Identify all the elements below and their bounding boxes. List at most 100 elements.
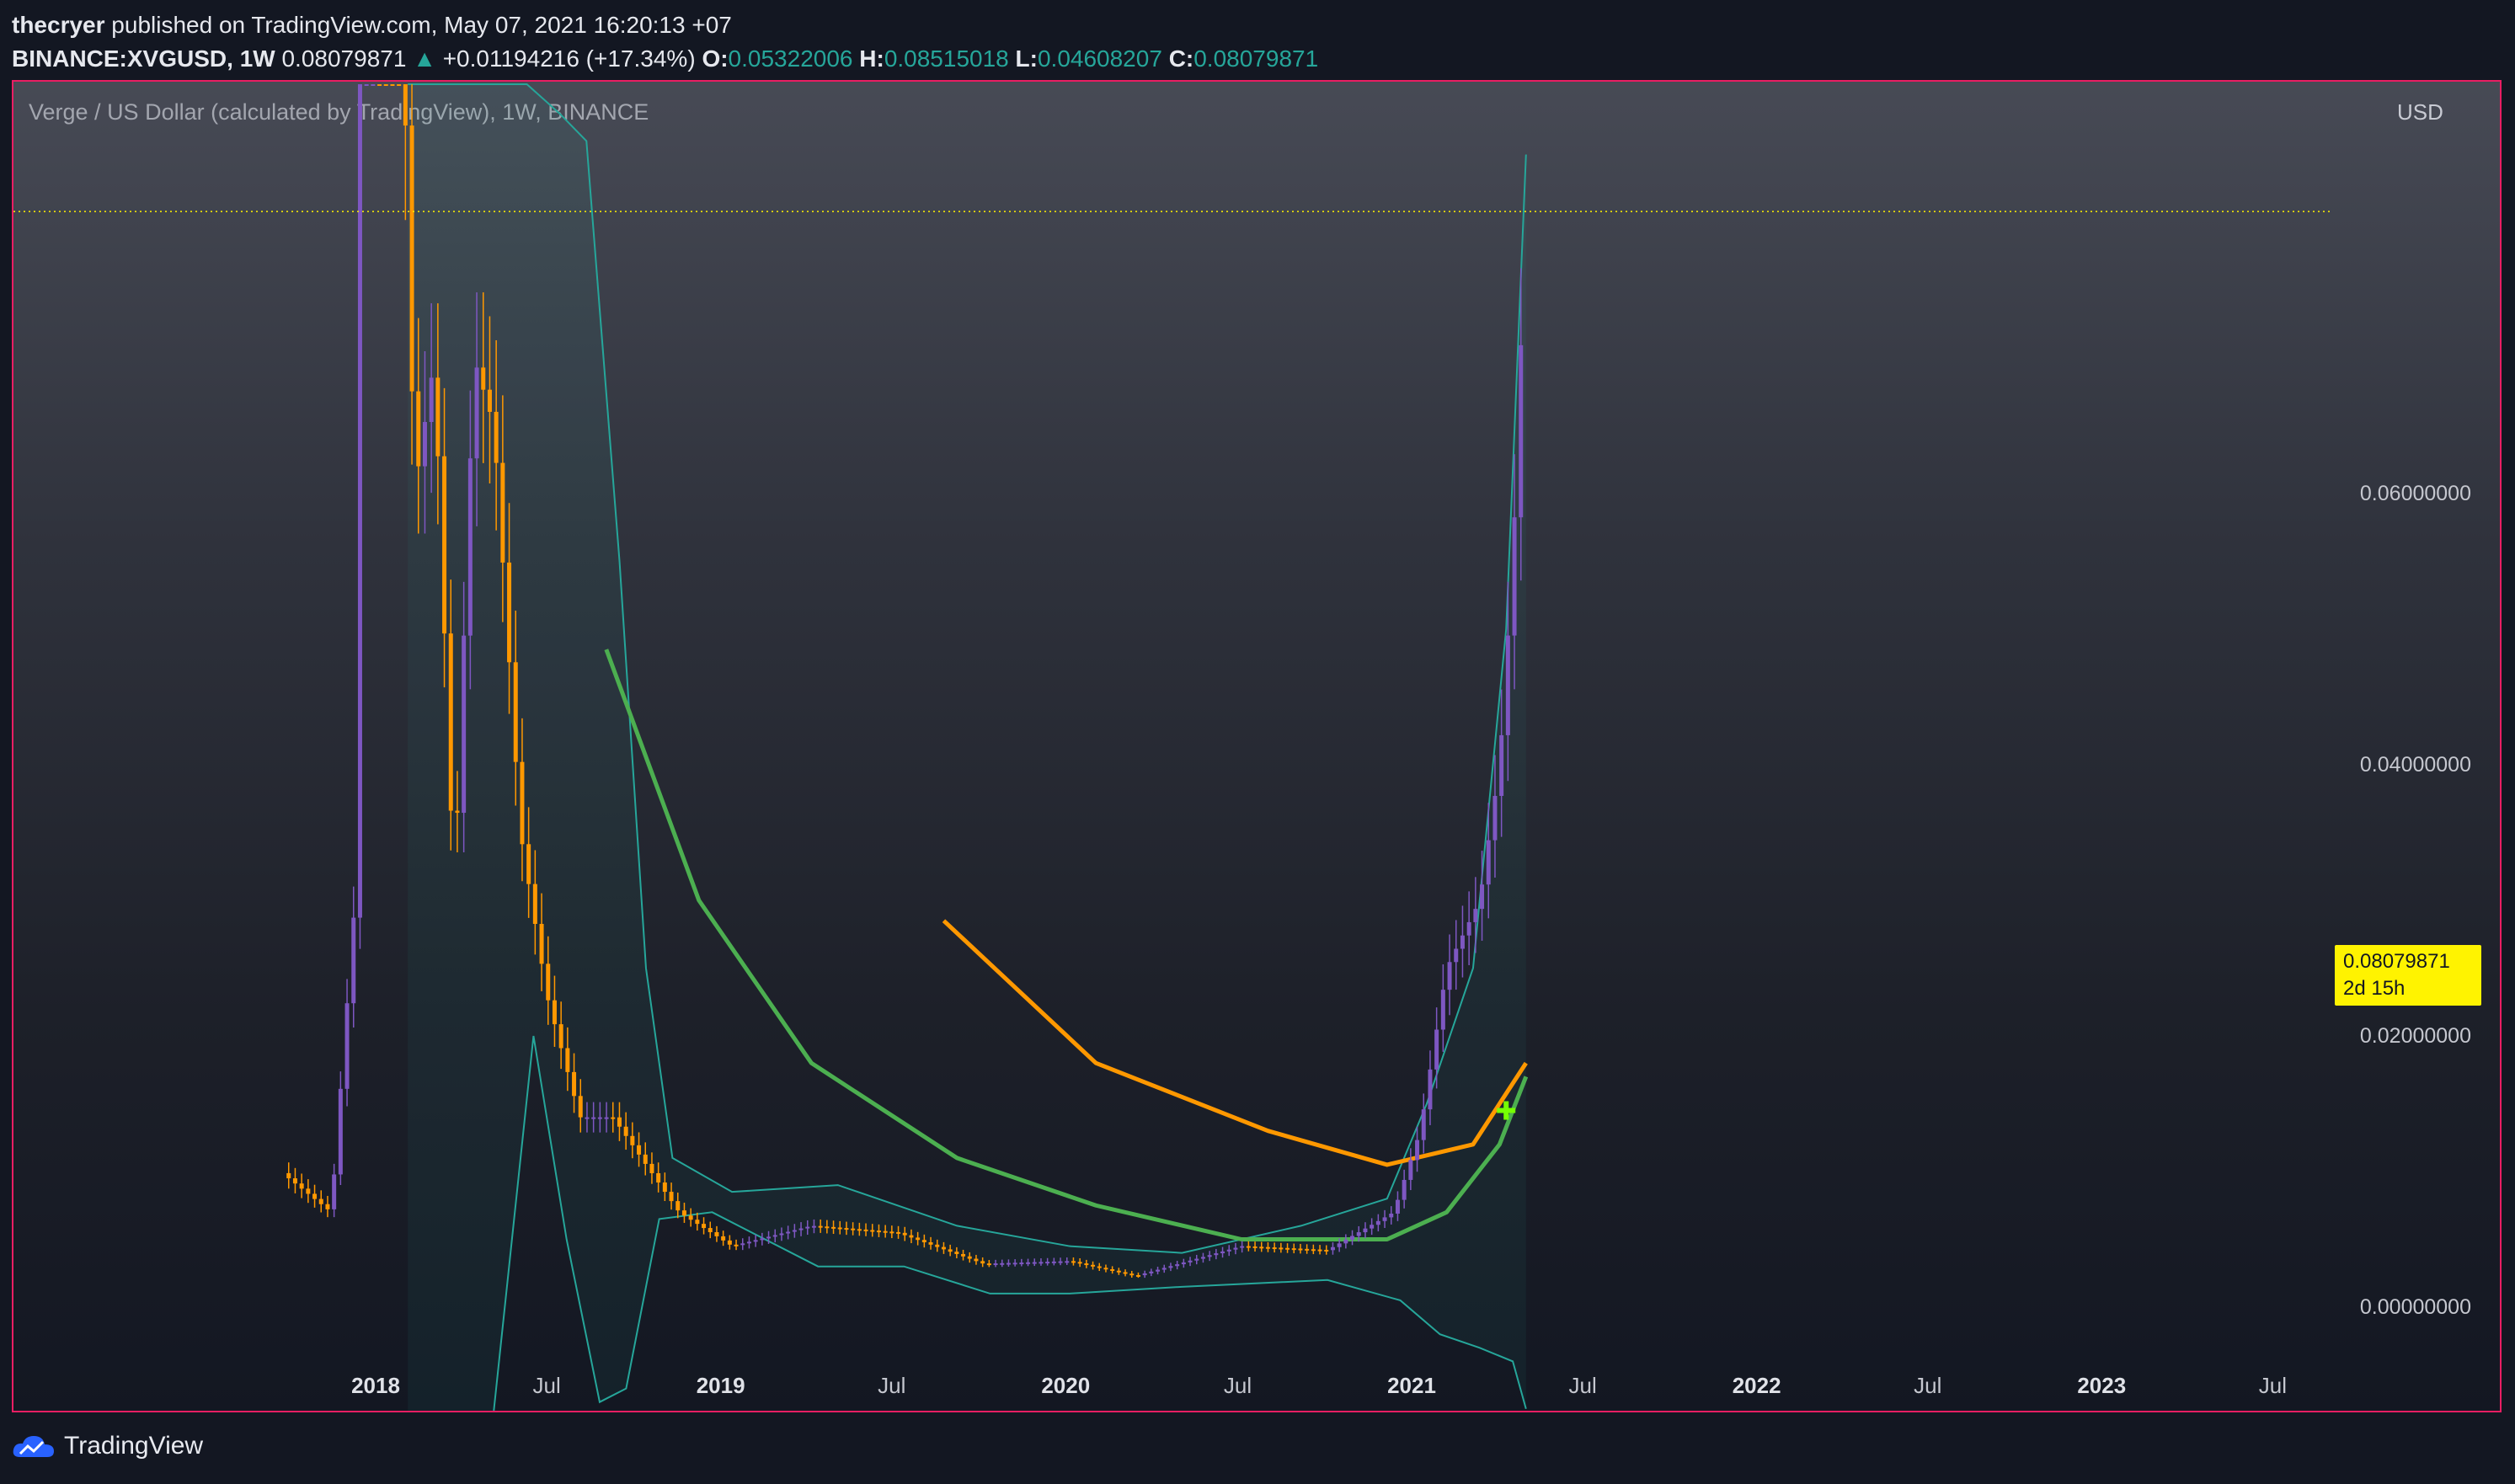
candle-body xyxy=(1421,1109,1426,1140)
candle-body xyxy=(1505,635,1510,735)
candle-body xyxy=(1370,1225,1375,1229)
time-axis-label: Jul xyxy=(878,1373,906,1398)
close-label: C: xyxy=(1168,45,1194,72)
candle-body xyxy=(572,1071,577,1097)
candle-body xyxy=(980,1261,985,1264)
candle-body xyxy=(1103,1268,1108,1270)
candle-body xyxy=(312,1193,318,1199)
currency-label[interactable]: USD xyxy=(2397,99,2443,125)
candle-body xyxy=(357,84,362,918)
candle-body xyxy=(695,1220,700,1225)
candle-body xyxy=(702,1224,707,1229)
candle-body xyxy=(1473,909,1478,922)
candle-body xyxy=(662,1182,667,1193)
chart-header: thecryer published on TradingView.com, M… xyxy=(12,8,1318,76)
candle-body xyxy=(1519,344,1524,518)
candle-body xyxy=(1065,1261,1070,1263)
time-axis-label: Jul xyxy=(2258,1373,2287,1398)
last-price-tag-value: 0.08079871 xyxy=(2343,950,2450,973)
candle-body xyxy=(851,1228,856,1230)
candle-body xyxy=(1454,948,1459,963)
candle-body xyxy=(474,367,479,459)
high-label: H: xyxy=(859,45,884,72)
candle-body xyxy=(1032,1262,1037,1264)
brand-name: TradingView xyxy=(64,1432,204,1460)
candle-body xyxy=(429,377,434,423)
candle-body xyxy=(941,1246,946,1250)
open-label: O: xyxy=(702,45,729,72)
candle-body xyxy=(1486,840,1491,885)
candle-body xyxy=(591,1117,596,1119)
candle-body xyxy=(1480,884,1485,910)
candle-body xyxy=(546,964,551,1001)
candle-body xyxy=(857,1229,862,1231)
candle-body xyxy=(442,456,447,634)
candle-body xyxy=(299,1183,304,1189)
time-axis-label: Jul xyxy=(1914,1373,1942,1398)
candle-body xyxy=(863,1229,868,1231)
change-arrow-icon: ▲ xyxy=(413,45,436,72)
candle-body xyxy=(753,1240,758,1242)
signal-cross-marker xyxy=(1497,1101,1516,1120)
low-label: L: xyxy=(1015,45,1038,72)
candle-body xyxy=(513,662,518,762)
candle-body xyxy=(928,1242,933,1245)
candle-body xyxy=(390,84,395,86)
candle-body xyxy=(416,391,421,467)
candle-body xyxy=(1058,1261,1063,1263)
candle-body xyxy=(1324,1249,1329,1252)
candle-body xyxy=(746,1241,751,1244)
candle-body xyxy=(1499,734,1504,797)
candle-body xyxy=(889,1231,894,1234)
candle-body xyxy=(578,1096,583,1118)
candle-body xyxy=(467,458,473,636)
candle-body xyxy=(708,1228,713,1232)
candle-body xyxy=(669,1192,674,1202)
candle-body xyxy=(1006,1262,1011,1265)
candle-body xyxy=(318,1198,323,1204)
candle-body xyxy=(727,1240,732,1245)
candle-body xyxy=(422,422,427,467)
candle-body xyxy=(675,1201,681,1211)
chart-pane[interactable] xyxy=(12,80,2502,1412)
candle-body xyxy=(734,1244,739,1246)
tradingview-branding[interactable]: TradingView xyxy=(12,1432,203,1460)
candle-body xyxy=(1279,1247,1284,1250)
time-axis-label: 2020 xyxy=(1041,1373,1091,1398)
candle-body xyxy=(786,1231,791,1234)
candle-body xyxy=(714,1232,719,1236)
candle-body xyxy=(1363,1228,1368,1233)
candle-body xyxy=(974,1258,979,1262)
price-axis-label: 0.06000000 xyxy=(2359,482,2471,505)
candle-body xyxy=(1071,1261,1076,1263)
candle-body xyxy=(344,1003,350,1089)
candle-body xyxy=(1175,1264,1180,1267)
candle-body xyxy=(740,1243,745,1246)
candle-body xyxy=(1045,1262,1050,1264)
candle-body xyxy=(1116,1270,1121,1273)
candle-body xyxy=(1142,1273,1147,1276)
time-axis-label: 2018 xyxy=(351,1373,400,1398)
bar-countdown: 2d 15h xyxy=(2343,977,2406,1000)
candle-body xyxy=(688,1215,693,1220)
last-price-tag: 0.08079871 2d 15h xyxy=(2335,945,2481,1006)
candle-body xyxy=(532,883,537,924)
candle-body xyxy=(760,1238,765,1241)
candle-body xyxy=(494,411,499,463)
candle-body xyxy=(993,1263,998,1266)
candle-body xyxy=(1259,1246,1264,1249)
candle-body xyxy=(792,1230,797,1232)
time-axis-label: 2021 xyxy=(1387,1373,1436,1398)
candle-body xyxy=(1402,1179,1407,1200)
tradingview-cloud-icon xyxy=(13,1436,54,1457)
candle-body xyxy=(377,84,382,86)
candle-body xyxy=(558,1024,563,1049)
candle-body xyxy=(552,1000,557,1025)
candle-body xyxy=(1298,1248,1303,1251)
candle-body xyxy=(1084,1263,1089,1266)
author-name[interactable]: thecryer xyxy=(12,12,105,38)
candle-body xyxy=(1123,1272,1128,1274)
candle-body xyxy=(986,1263,991,1266)
candle-body xyxy=(338,1088,343,1175)
